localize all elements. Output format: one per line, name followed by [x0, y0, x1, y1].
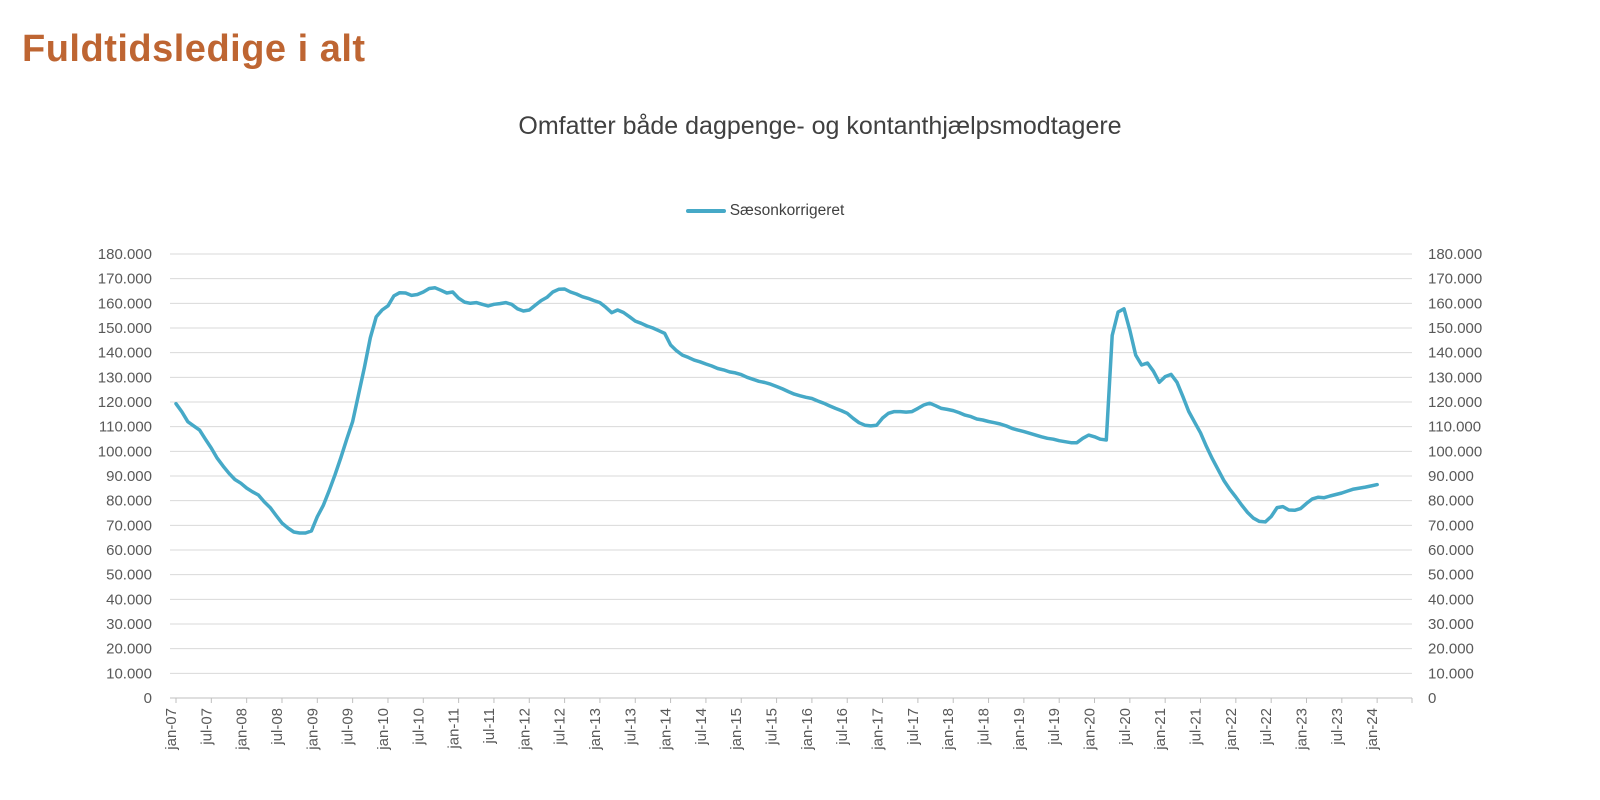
series-line-saesonkorrigeret	[174, 286, 1379, 535]
y-axis-label-right: 170.000	[1428, 271, 1482, 288]
legend-line-swatch	[685, 209, 726, 213]
y-axis-label-right: 30.000	[1428, 616, 1474, 633]
x-axis-label: jan-24	[1364, 708, 1381, 751]
x-axis-label: jul-08	[269, 708, 286, 746]
y-axis-label-right: 0	[1428, 690, 1436, 707]
y-axis-label-left: 170.000	[98, 271, 152, 288]
chart-subtitle: Omfatter både dagpenge- og kontanthjælps…	[518, 112, 1122, 140]
y-axis-label-left: 180.000	[98, 246, 152, 263]
x-axis-label: jul-22	[1258, 708, 1275, 746]
x-axis-label: jan-17	[870, 708, 887, 751]
x-axis-label: jan-20	[1082, 708, 1099, 751]
x-axis-label: jul-17	[905, 708, 922, 746]
y-axis-label-right: 40.000	[1428, 591, 1474, 608]
x-axis-label: jan-10	[375, 708, 392, 751]
y-axis-label-left: 60.000	[106, 542, 152, 559]
x-axis-label: jul-15	[764, 708, 781, 746]
x-axis-label: jan-18	[940, 708, 957, 751]
x-axis-label: jan-22	[1223, 708, 1240, 751]
y-axis-label-left: 150.000	[98, 320, 152, 337]
y-axis-label-left: 70.000	[106, 517, 152, 534]
y-axis-label-right: 50.000	[1428, 567, 1474, 584]
x-axis-label: jul-23	[1329, 708, 1346, 746]
y-axis-label-right: 130.000	[1428, 369, 1482, 386]
x-axis-label: jan-07	[163, 708, 180, 751]
y-axis-label-right: 90.000	[1428, 468, 1474, 485]
page-title: Fuldtidsledige i alt	[22, 28, 366, 70]
y-axis-label-right: 120.000	[1428, 394, 1482, 411]
x-axis-label: jul-10	[410, 708, 427, 746]
x-axis-label: jan-11	[446, 708, 463, 750]
y-axis-label-left: 20.000	[106, 641, 152, 658]
x-axis-label: jan-13	[587, 708, 604, 751]
x-axis-label: jan-08	[234, 708, 251, 751]
x-axis-label: jan-19	[1011, 708, 1028, 751]
y-axis-label-left: 90.000	[106, 468, 152, 485]
x-axis-label: jul-11	[481, 708, 498, 745]
y-axis-label-right: 80.000	[1428, 493, 1474, 510]
x-axis-label: jul-14	[693, 708, 710, 746]
y-axis-label-left: 30.000	[106, 616, 152, 633]
x-axis-label: jan-21	[1152, 708, 1169, 751]
y-axis-label-right: 110.000	[1428, 419, 1481, 436]
y-axis-label-left: 110.000	[99, 419, 152, 436]
x-axis-label: jul-21	[1188, 708, 1205, 746]
x-axis-label: jan-14	[658, 708, 675, 751]
x-axis-label: jul-12	[552, 708, 569, 746]
x-axis-label: jan-15	[728, 708, 745, 751]
x-axis-label: jul-09	[340, 708, 357, 746]
y-axis-label-right: 60.000	[1428, 542, 1474, 559]
x-axis-label: jan-23	[1293, 708, 1310, 751]
y-axis-label-left: 40.000	[106, 591, 152, 608]
y-axis-label-left: 160.000	[98, 295, 152, 312]
x-axis-label: jan-16	[799, 708, 816, 751]
y-axis-label-left: 120.000	[98, 394, 152, 411]
y-axis-label-right: 180.000	[1428, 246, 1482, 263]
y-axis-label-right: 70.000	[1428, 517, 1474, 534]
y-axis-label-left: 80.000	[106, 493, 152, 510]
y-axis-label-right: 20.000	[1428, 641, 1474, 658]
legend-series-label: Sæsonkorrigeret	[729, 202, 845, 219]
x-axis-label: jan-12	[516, 708, 533, 751]
y-axis-label-left: 50.000	[106, 567, 152, 584]
x-axis-label: jul-07	[198, 708, 215, 746]
x-axis-label: jul-18	[976, 708, 993, 746]
x-axis-label: jan-09	[304, 708, 321, 751]
y-axis-label-left: 100.000	[98, 443, 152, 460]
chart-legend: Sæsonkorrigeret	[165, 202, 1365, 220]
x-axis-label: jul-20	[1117, 708, 1134, 746]
x-axis-label: jul-16	[834, 708, 851, 746]
y-axis-label-left: 0	[144, 690, 152, 707]
x-axis-label: jul-19	[1046, 708, 1063, 746]
y-axis-label-right: 150.000	[1428, 320, 1482, 337]
y-axis-label-right: 160.000	[1428, 295, 1482, 312]
x-axis-label: jul-13	[622, 708, 639, 746]
y-axis-label-left: 130.000	[98, 369, 152, 386]
y-axis-label-left: 140.000	[98, 345, 152, 362]
y-axis-label-right: 10.000	[1428, 665, 1474, 682]
y-axis-label-left: 10.000	[106, 665, 152, 682]
y-axis-label-right: 100.000	[1428, 443, 1482, 460]
y-axis-label-right: 140.000	[1428, 345, 1482, 362]
